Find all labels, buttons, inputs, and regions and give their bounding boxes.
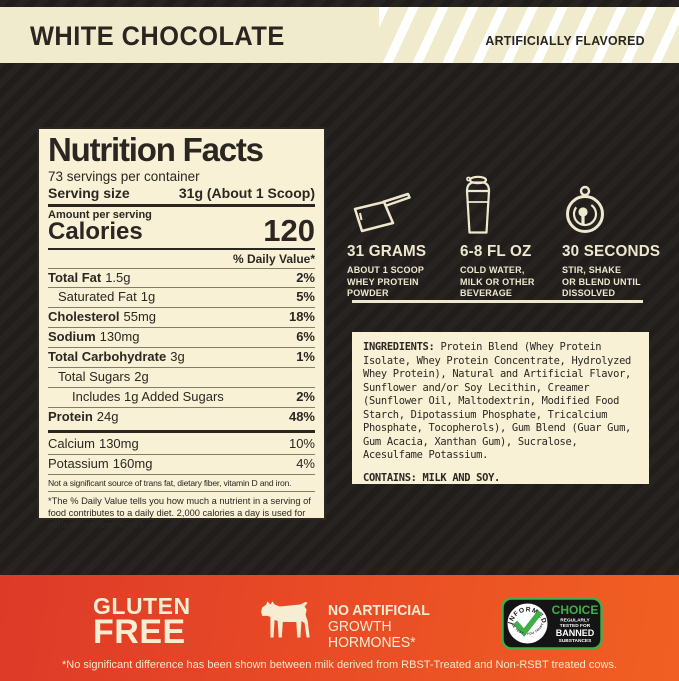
- ingredients-panel: INGREDIENTS: Protein Blend (Whey Protein…: [352, 332, 649, 484]
- claims-banner: GLUTEN FREE NO ARTIFICIAL GROWTH HORMONE…: [0, 575, 679, 681]
- direction-step-liquid: 6-8 FL OZ COLD WATER, MILK OR OTHER BEVE…: [460, 170, 562, 300]
- svg-text:REGULARLY: REGULARLY: [560, 618, 590, 624]
- serving-size-label: Serving size: [48, 184, 130, 201]
- nutrient-row-total-sugars: Total Sugars 2g: [48, 367, 315, 387]
- flavor-name: WHITE CHOCOLATE: [30, 21, 285, 51]
- scoop-icon: [353, 192, 411, 233]
- calories-label: Calories: [48, 218, 143, 245]
- daily-value: 48%: [288, 409, 315, 425]
- mineral-row-calcium: Calcium 130mg 10%: [48, 436, 315, 451]
- serving-size-value: 31g (About 1 Scoop): [178, 184, 315, 201]
- nutrition-facts-panel: Nutrition Facts 73 servings per containe…: [37, 127, 326, 530]
- svg-text:SUBSTANCES: SUBSTANCES: [559, 638, 592, 644]
- divider-thin: [48, 248, 315, 250]
- amount-per-serving-label: Amount per serving: [48, 208, 152, 221]
- divider-rule: [352, 300, 643, 303]
- nutrient-row-saturated-fat: Saturated Fat 1g 5%: [48, 287, 315, 307]
- svg-text:BANNED: BANNED: [556, 628, 595, 638]
- diagonal-stripes: [379, 7, 679, 63]
- daily-value: 4%: [296, 455, 315, 471]
- daily-value: 2%: [296, 389, 315, 405]
- allergen-statement: CONTAINS: MILK AND SOY.: [363, 471, 500, 484]
- direction-heading: 30 SECONDS: [562, 243, 661, 260]
- nutrient-row-protein: Protein 24g 48%: [48, 407, 315, 427]
- svg-text:TESTED FOR: TESTED FOR: [560, 623, 591, 629]
- daily-value-header: % Daily Value*: [232, 251, 315, 266]
- calories-value: 120: [263, 212, 315, 248]
- daily-value: 5%: [296, 289, 315, 305]
- mineral-row-potassium: Potassium 160mg 4%: [48, 453, 315, 474]
- timer-icon: [566, 185, 604, 233]
- cow-icon: [261, 601, 310, 638]
- nutrient-row-cholesterol: Cholesterol 55mg 18%: [48, 307, 315, 327]
- nutrient-row-total-fat: Total Fat 1.5g 2%: [48, 267, 315, 288]
- nutrient-row-sodium: Sodium 130mg 6%: [48, 327, 315, 347]
- badge-choice-text: CHOICE: [552, 603, 599, 617]
- nutrient-row-added-sugars: Includes 1g Added Sugars 2%: [48, 387, 315, 407]
- calories-row: Calories 120: [48, 212, 315, 248]
- daily-value: 2%: [296, 269, 315, 285]
- direction-heading: 6-8 FL OZ: [460, 243, 532, 260]
- direction-step-time: 30 SECONDS STIR, SHAKE OR BLEND UNTIL DI…: [562, 170, 661, 300]
- artificially-flavored-note: ARTIFICIALLY FLAVORED: [485, 33, 645, 48]
- nutrient-row-carbohydrate: Total Carbohydrate 3g 1%: [48, 347, 315, 367]
- daily-value: 6%: [296, 329, 315, 345]
- ingredients-text: INGREDIENTS: Protein Blend (Whey Protein…: [363, 341, 632, 462]
- not-significant-note: Not a significant source of trans fat, d…: [48, 473, 315, 491]
- daily-value: 18%: [288, 309, 315, 325]
- no-hormones-claim: NO ARTIFICIAL GROWTH HORMONES*: [328, 602, 430, 651]
- shaker-icon: [465, 175, 491, 234]
- serving-size-row: Serving size 31g (About 1 Scoop): [48, 185, 315, 201]
- ingredients-label: INGREDIENTS:: [363, 341, 435, 353]
- direction-step-scoop: 31 GRAMS ABOUT 1 SCOOP WHEY PROTEIN POWD…: [347, 170, 457, 300]
- rbst-footnote: *No significant difference has been show…: [62, 659, 617, 671]
- nutrition-facts-title: Nutrition Facts: [48, 131, 264, 168]
- flavor-banner: WHITE CHOCOLATE ARTIFICIALLY FLAVORED: [0, 7, 679, 63]
- daily-value: 1%: [296, 349, 315, 365]
- divider-thick: [48, 430, 315, 433]
- divider-thick: [48, 203, 315, 207]
- informed-choice-badge: INFORMED WE TEST . YOU TRUST CHOICE REGU…: [501, 597, 603, 650]
- servings-per-container: 73 servings per container: [48, 168, 200, 184]
- gluten-free-claim: GLUTEN FREE: [93, 593, 191, 651]
- direction-heading: 31 GRAMS: [347, 243, 427, 260]
- daily-value: 10%: [288, 436, 315, 451]
- daily-value-footnote: *The % Daily Value tells you how much a …: [48, 490, 315, 531]
